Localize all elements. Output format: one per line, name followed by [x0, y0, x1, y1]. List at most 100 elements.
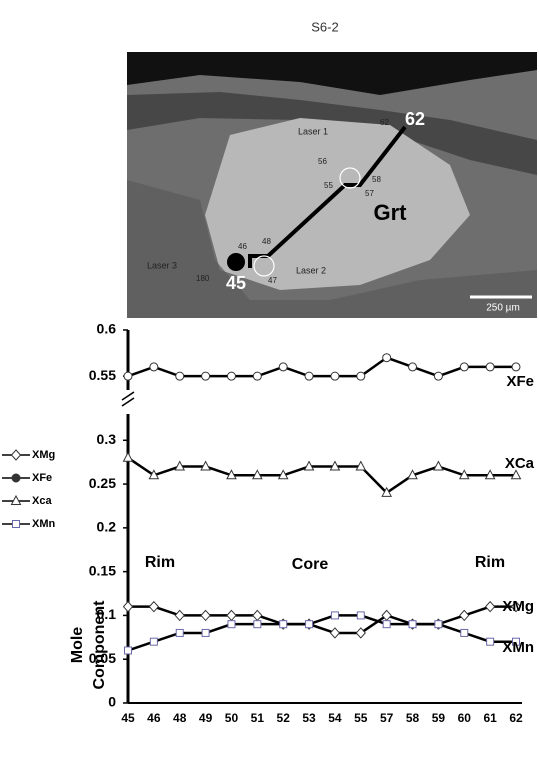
y-tick-label: 0.3 [97, 431, 117, 447]
marker [356, 611, 365, 620]
garnet-grain [205, 118, 470, 290]
series-line [127, 614, 516, 652]
marker [355, 460, 367, 471]
laser-spot [253, 255, 275, 277]
marker [174, 609, 185, 622]
micrograph: 62 45 Grt Laser 1 Laser 2 Laser 3 62 56 … [127, 52, 537, 318]
marker [200, 460, 211, 471]
spot-label: 56 [318, 157, 327, 166]
marker [122, 600, 134, 613]
x-tick-label: 46 [147, 711, 161, 725]
marker [329, 627, 341, 639]
y-tick-label: 0.6 [97, 321, 117, 337]
marker [486, 637, 495, 646]
marker [330, 371, 340, 381]
x-tick-label: 60 [458, 711, 472, 725]
x-tick-label: 53 [302, 711, 316, 725]
marker [201, 628, 210, 637]
marker [278, 362, 288, 372]
y-tick-label: 0.1 [97, 606, 117, 622]
series-end-label: XMg [502, 598, 534, 615]
series-line [128, 605, 516, 635]
dark-zone [127, 92, 537, 175]
marker [510, 600, 522, 613]
marker [122, 451, 134, 462]
marker [485, 362, 495, 372]
marker [175, 371, 185, 381]
marker [10, 494, 22, 505]
marker [329, 460, 341, 471]
marker [149, 637, 158, 646]
y-tick-label: 0.05 [89, 650, 116, 666]
spot-label: 46 [238, 242, 247, 251]
legend-label: XMn [32, 518, 56, 530]
marker [381, 486, 392, 497]
x-tick-label: 52 [277, 711, 291, 725]
y-tick-label: 0.55 [89, 367, 116, 383]
region-label: Core [292, 556, 329, 573]
traverse-end: 62 [405, 109, 425, 129]
marker [174, 460, 186, 471]
x-tick-label: 61 [483, 711, 497, 725]
x-tick-label: 57 [380, 711, 394, 725]
spot-label: 55 [324, 181, 333, 190]
y-axis-label: Component [91, 600, 108, 690]
marker [226, 371, 236, 381]
marker [252, 371, 262, 381]
series-end-label: XFe [506, 373, 534, 390]
marker [226, 609, 237, 622]
marker [277, 469, 289, 480]
spot-label: 58 [372, 175, 381, 184]
x-tick-label: 50 [225, 711, 239, 725]
marker [458, 469, 470, 480]
marker [484, 600, 496, 613]
marker [201, 371, 211, 381]
marker [407, 469, 418, 480]
laser-spot [339, 167, 361, 189]
spot-label: 62 [380, 118, 389, 127]
mineral-label: Grt [374, 200, 408, 225]
marker [512, 637, 520, 646]
marker [510, 469, 522, 480]
laser-label: Laser 3 [147, 260, 177, 270]
spot-label: 57 [365, 189, 374, 198]
marker [124, 646, 132, 655]
dark-band [127, 52, 537, 95]
series-end-label: XMn [502, 639, 534, 656]
chart: 0 0.05 0.1 0.15 0.2 0.25 0.3 0.55 0.6 45 46 48 49 50 5… [2, 321, 535, 725]
marker [484, 469, 496, 480]
marker [355, 627, 366, 639]
marker [226, 469, 237, 480]
marker [459, 609, 470, 622]
figure-title: S6-2 [311, 19, 338, 34]
x-tick-label: 51 [251, 711, 265, 725]
axis-break [121, 391, 135, 407]
y-tick-label: 0.2 [97, 519, 117, 535]
x-tick-label: 49 [199, 711, 213, 725]
marker [304, 371, 314, 381]
marker [434, 620, 443, 629]
region-label: Rim [145, 554, 175, 571]
marker [382, 353, 392, 363]
series-line [127, 356, 516, 378]
series-end-label: XCa [505, 455, 535, 472]
spot-label: 48 [262, 237, 271, 246]
marker [408, 620, 417, 629]
marker [200, 609, 211, 622]
marker [330, 611, 339, 620]
traverse-line [248, 125, 407, 268]
marker [382, 620, 391, 629]
x-tick-label: 48 [173, 711, 187, 725]
matrix [127, 180, 537, 318]
spot-label: 47 [268, 276, 277, 285]
x-tick-label: 62 [509, 711, 523, 725]
x-tick-label: 59 [432, 711, 446, 725]
laser-label: Laser 2 [296, 265, 326, 275]
legend-label: XMg [32, 449, 55, 461]
y-axis-label: Mole [69, 627, 86, 664]
x-tick-label: 54 [328, 711, 342, 725]
marker [408, 362, 418, 372]
marker [511, 362, 521, 372]
marker [253, 620, 262, 629]
x-tick-label: 58 [406, 711, 420, 725]
